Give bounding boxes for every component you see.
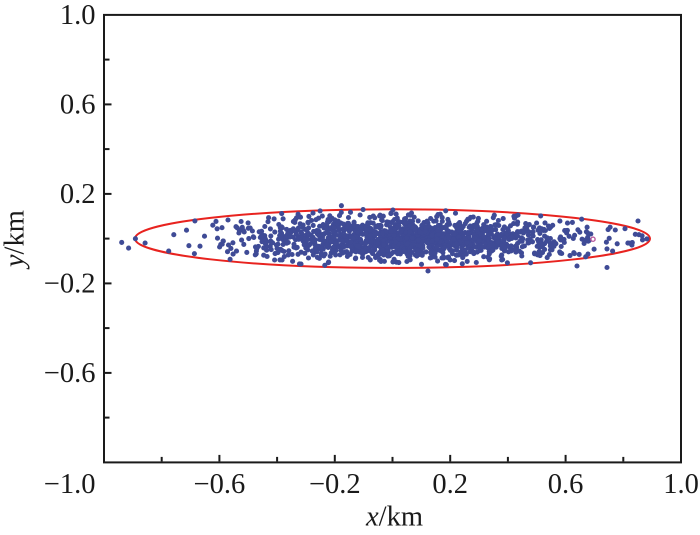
svg-text:−1.0: −1.0	[44, 469, 96, 500]
svg-text:1.0: 1.0	[60, 0, 96, 31]
svg-text:−0.2: −0.2	[44, 268, 96, 299]
svg-text:0.2: 0.2	[432, 469, 468, 500]
svg-text:−0.6: −0.6	[44, 358, 96, 389]
svg-text:y/km: y/km	[0, 210, 31, 270]
svg-text:x/km: x/km	[365, 502, 423, 533]
svg-text:0.6: 0.6	[60, 89, 96, 120]
svg-text:0.6: 0.6	[548, 469, 584, 500]
svg-text:−0.6: −0.6	[194, 469, 246, 500]
svg-text:1.0: 1.0	[663, 469, 699, 500]
svg-text:−0.2: −0.2	[309, 469, 361, 500]
svg-text:0.2: 0.2	[60, 179, 96, 210]
